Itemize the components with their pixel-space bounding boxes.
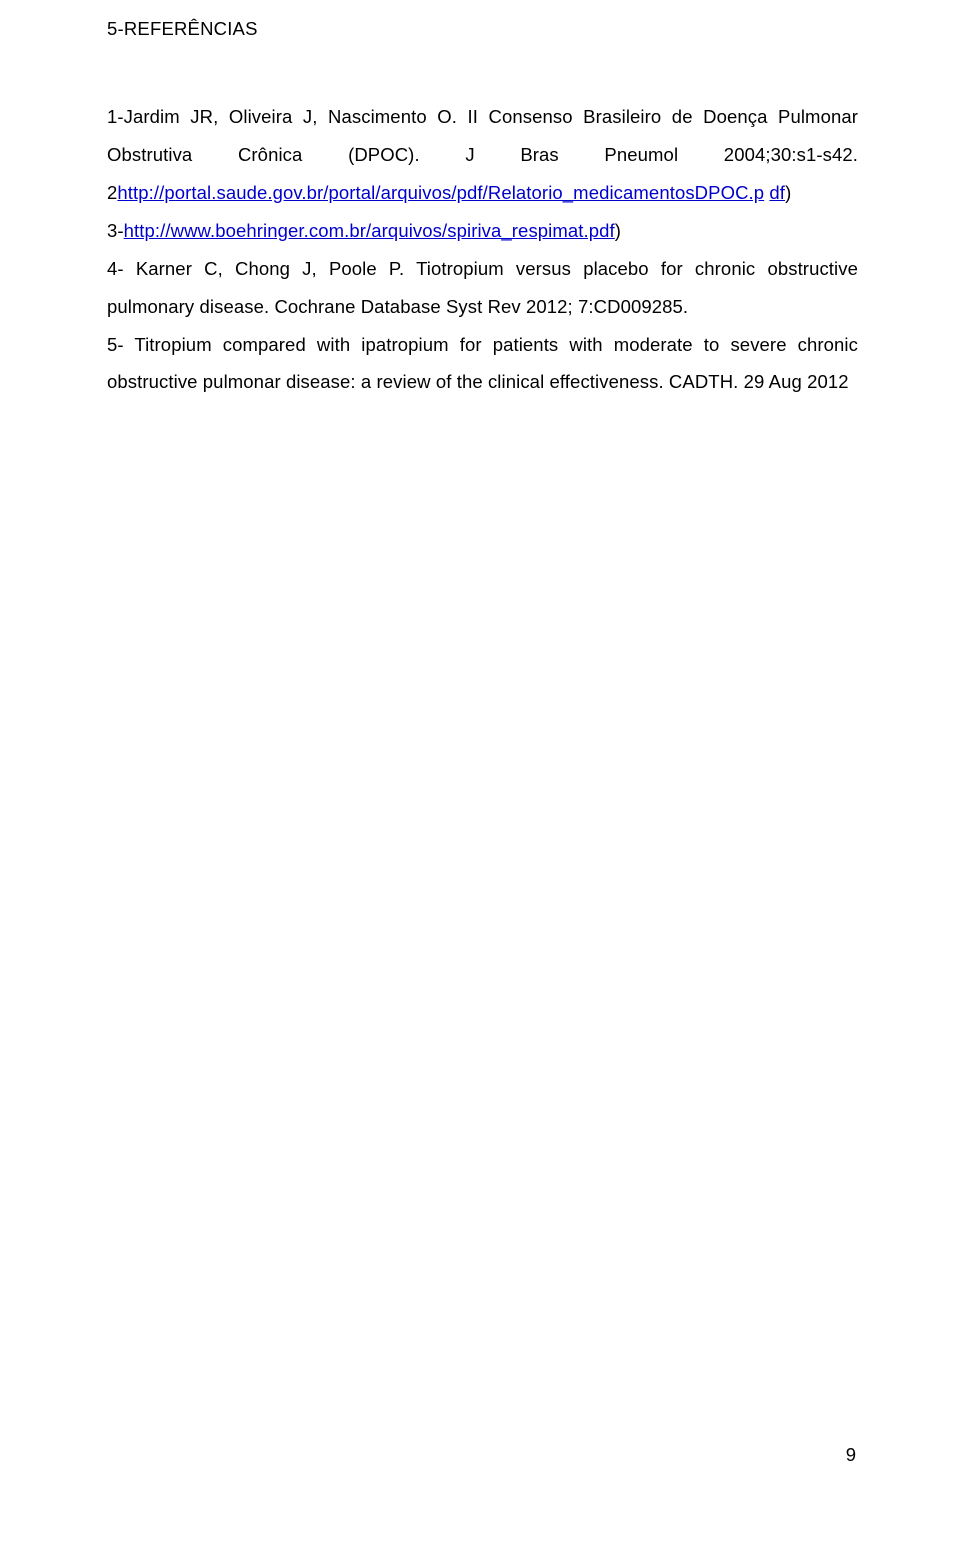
references-body: 1-Jardim JR, Oliveira J, Nascimento O. I… [107,98,858,401]
link-portal-saude[interactable]: http://portal.saude.gov.br/portal/arquiv… [117,182,764,203]
heading-number: 5-R [107,18,137,39]
document-page: 5-REFERÊNCIAS 1-Jardim JR, Oliveira J, N… [0,0,960,401]
link-portal-saude-cont[interactable]: df [769,182,785,203]
page-number: 9 [846,1444,856,1466]
link-boehringer[interactable]: http://www.boehringer.com.br/arquivos/sp… [124,220,615,241]
section-heading: 5-REFERÊNCIAS [107,18,858,40]
heading-text: EFERÊNCIAS [137,18,257,39]
